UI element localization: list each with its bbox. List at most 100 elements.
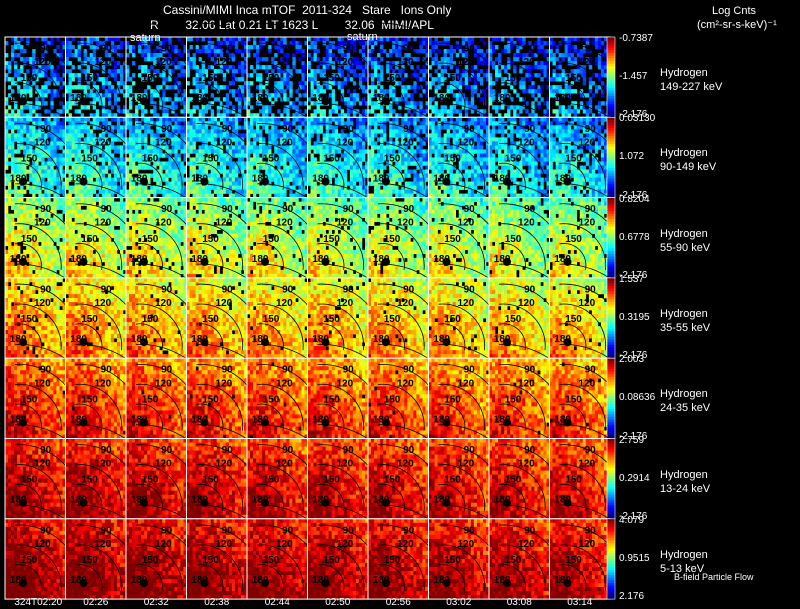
heatmap-cell: [177, 177, 181, 182]
heatmap-cell: [8, 141, 12, 146]
heatmap-cell: [422, 37, 426, 42]
heatmap-cell: [458, 77, 463, 82]
heatmap-cell: [132, 137, 136, 142]
contour-label: 150: [263, 73, 280, 84]
heatmap-cell: [534, 61, 538, 66]
heatmap-cell: [122, 145, 127, 150]
heatmap-cell: [594, 37, 599, 42]
heatmap-cell: [343, 45, 348, 50]
heatmap-cell: [65, 69, 69, 74]
heatmap-cell: [361, 121, 366, 126]
heatmap-cell: [352, 89, 357, 94]
heatmap-cell: [98, 117, 103, 122]
heatmap-cell: [395, 101, 399, 106]
heatmap-cell: [47, 193, 51, 198]
heatmap-cell: [5, 141, 9, 146]
heatmap-cell: [44, 121, 48, 126]
heatmap-cell: [404, 153, 408, 158]
heatmap-cell: [165, 105, 169, 110]
heatmap-cell: [558, 53, 562, 58]
heatmap-cell: [213, 173, 218, 178]
heatmap-cell: [461, 73, 466, 78]
heatmap-cell: [573, 69, 578, 74]
heatmap-cell: [334, 101, 339, 106]
heatmap-cell: [38, 137, 42, 142]
heatmap-cell: [101, 153, 106, 158]
heatmap-cell: [107, 173, 112, 178]
heatmap-cell: [95, 41, 100, 46]
heatmap-cell: [283, 61, 287, 66]
heatmap-cell: [437, 157, 441, 162]
heatmap-cell: [122, 137, 127, 142]
heatmap-cell: [153, 141, 157, 146]
heatmap-cell: [110, 45, 115, 50]
heatmap-cell: [116, 81, 121, 86]
heatmap-cell: [464, 61, 469, 66]
heatmap-cell: [116, 121, 121, 126]
heatmap-cell: [298, 121, 302, 126]
heatmap-cell: [404, 169, 408, 174]
heatmap-cell: [32, 81, 36, 86]
heatmap-cell: [337, 113, 342, 118]
heatmap-cell: [101, 113, 106, 118]
heatmap-cell: [174, 165, 178, 170]
heatmap-cell: [71, 141, 75, 146]
heatmap-cell: [219, 189, 224, 194]
heatmap-cell: [171, 45, 175, 50]
heatmap-cell: [398, 173, 402, 178]
heatmap-cell: [20, 165, 24, 170]
heatmap-cell: [23, 93, 27, 98]
heatmap-cell: [156, 153, 160, 158]
heatmap-cell: [119, 165, 124, 170]
heatmap-cell: [225, 113, 230, 118]
heatmap-cell: [473, 53, 478, 58]
heatmap-cell: [322, 145, 326, 150]
heatmap-cell: [594, 61, 599, 66]
heatmap-cell: [77, 53, 81, 58]
heatmap-cell: [20, 173, 24, 178]
heatmap-cell: [304, 65, 308, 70]
heatmap-cell: [337, 173, 342, 178]
heatmap-cell: [352, 161, 357, 166]
heatmap-cell: [159, 169, 163, 174]
heatmap-cell: [156, 145, 160, 150]
heatmap-cell: [253, 133, 257, 138]
heatmap-cell: [431, 137, 435, 142]
heatmap-cell: [113, 133, 118, 138]
heatmap-cell: [153, 49, 157, 54]
heatmap-cell: [165, 141, 169, 146]
heatmap-cell: [132, 81, 136, 86]
heatmap-cell: [340, 53, 345, 58]
contour-label: 150: [384, 154, 401, 165]
heatmap-cell: [26, 125, 30, 130]
heatmap-cell: [177, 65, 181, 70]
heatmap-cell: [485, 85, 490, 90]
heatmap-cell: [116, 109, 121, 114]
heatmap-cell: [449, 81, 453, 86]
heatmap-cell: [165, 65, 169, 70]
heatmap-cell: [404, 117, 408, 122]
heatmap-cell: [68, 121, 72, 126]
heatmap-cell: [53, 141, 57, 146]
heatmap-cell: [65, 141, 69, 146]
heatmap-cell: [364, 85, 369, 90]
heatmap-cell: [74, 165, 78, 170]
heatmap-cell: [564, 81, 568, 86]
heatmap-cell: [23, 169, 27, 174]
heatmap-cell: [219, 165, 224, 170]
heatmap-cell: [198, 117, 202, 122]
heatmap-cell: [132, 45, 136, 50]
heatmap-cell: [304, 85, 308, 90]
heatmap-cell: [262, 145, 266, 150]
heatmap-cell: [310, 57, 314, 62]
heatmap-cell: [286, 61, 290, 66]
heatmap-cell: [59, 189, 63, 194]
heatmap-cell: [322, 57, 326, 62]
heatmap-cell: [334, 109, 339, 114]
heatmap-cell: [377, 137, 381, 142]
heatmap-cell: [346, 77, 351, 82]
heatmap-cell: [71, 169, 75, 174]
heatmap-cell: [473, 85, 478, 90]
heatmap-cell: [243, 85, 248, 90]
